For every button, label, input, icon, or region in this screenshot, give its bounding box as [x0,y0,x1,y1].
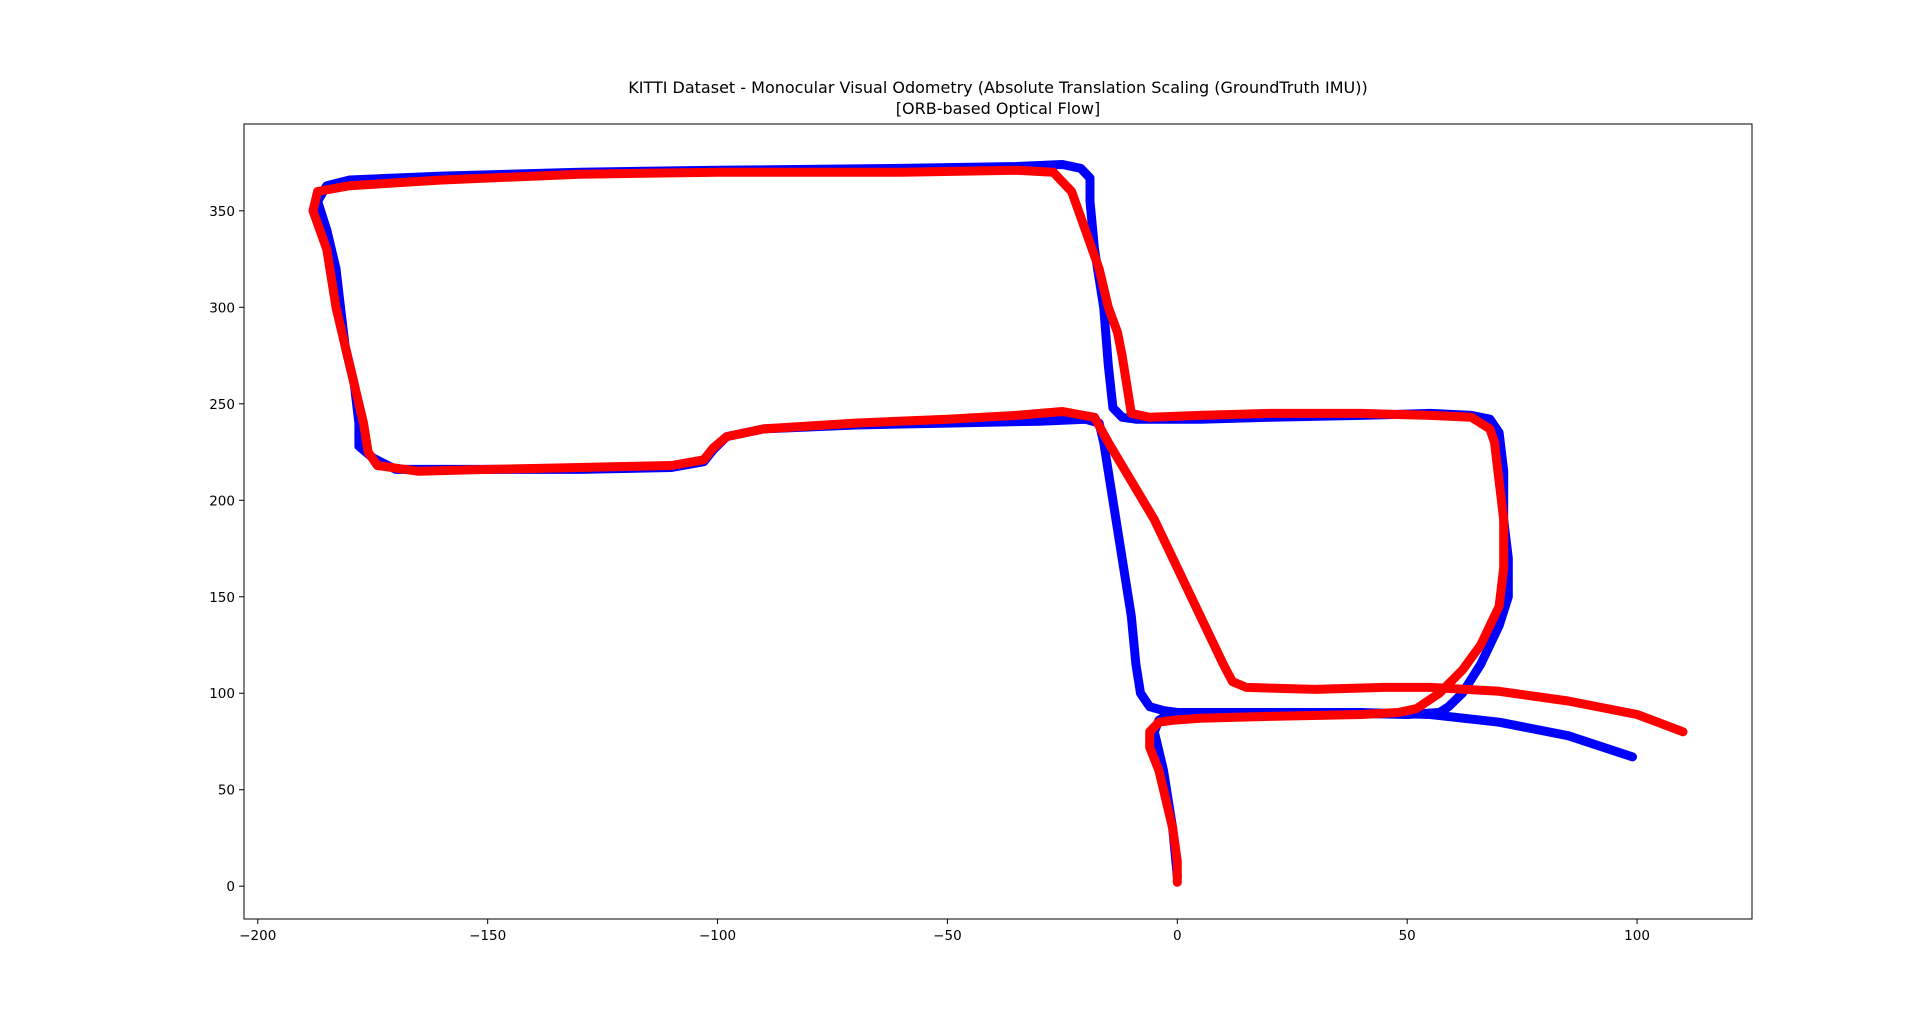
y-tick-label: 0 [226,879,235,895]
y-tick-label: 100 [209,686,235,702]
x-tick-label: −150 [469,928,506,944]
x-tick-label: 50 [1399,928,1416,944]
y-tick-label: 200 [209,493,235,509]
plot-frame [243,123,1753,920]
y-axis: 0 50 100 150 200 250 300 350 [209,204,244,895]
x-tick-label: −50 [933,928,962,944]
x-tick-label: 0 [1173,928,1182,944]
chart-subtitle: [ORB-based Optical Flow] [896,99,1100,118]
y-tick-label: 250 [209,397,235,413]
chart-title: KITTI Dataset - Monocular Visual Odometr… [628,78,1368,97]
y-tick-label: 150 [209,590,235,606]
y-tick-label: 350 [209,204,235,220]
series-layer [308,160,1688,887]
y-tick-label: 300 [209,300,235,316]
trajectory-line-1 [308,165,1688,887]
x-tick-label: 100 [1624,928,1650,944]
trajectory-line-0 [313,160,1637,881]
x-tick-label: −100 [699,928,736,944]
x-axis: −200 −150 −100 −50 0 50 100 [239,919,1650,944]
x-tick-label: −200 [239,928,276,944]
y-tick-label: 50 [218,783,235,799]
